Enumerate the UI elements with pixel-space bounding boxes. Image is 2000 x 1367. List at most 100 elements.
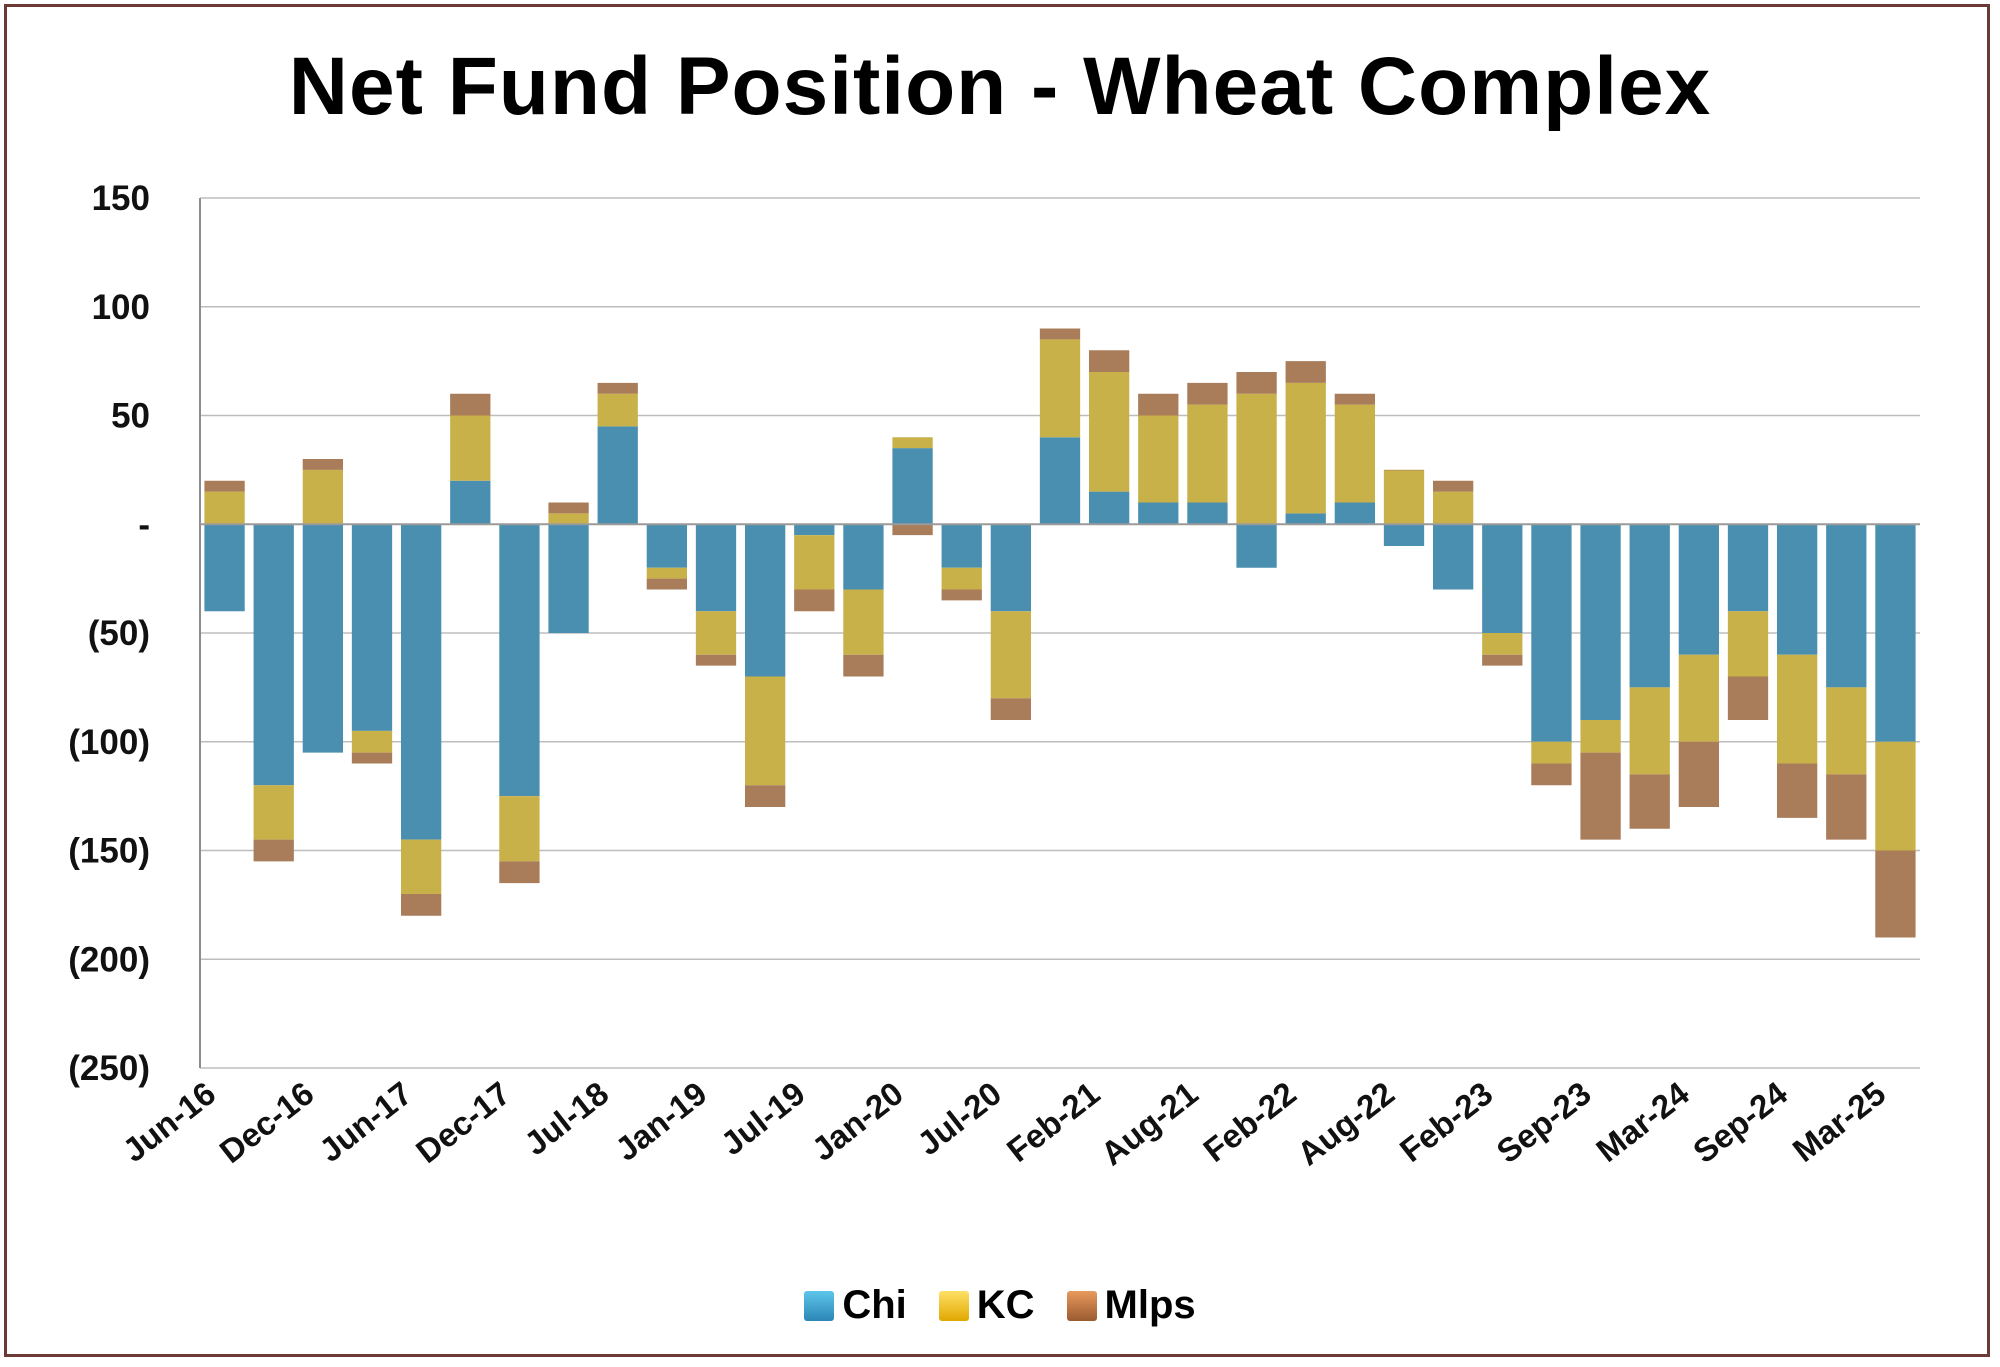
bar-mlps-2 [302,459,344,470]
bar-kc-23 [1334,404,1376,503]
legend-swatch-mlps [1066,1290,1097,1321]
bar-kc-3 [351,730,393,753]
bar-kc-24 [1383,469,1425,525]
legend-swatch-chi [804,1290,835,1321]
bar-chi-20 [1187,502,1228,525]
bar-mlps-27 [1531,763,1572,786]
legend-swatch-kc [938,1290,969,1321]
bar-chi-21 [1236,524,1277,568]
y-tick-label: (200) [68,940,150,979]
bar-kc-12 [794,535,835,590]
bar-kc-13 [843,589,884,655]
bar-chi-29 [1629,524,1670,688]
y-tick-label: 150 [92,179,150,218]
bar-mlps-1 [253,839,294,862]
bar-chi-19 [1138,502,1179,525]
bar-chi-18 [1088,491,1130,525]
bar-mlps-8 [597,382,638,394]
x-tick-label: Jan-20 [805,1074,910,1168]
bar-mlps-17 [1039,328,1081,340]
bar-kc-15 [941,567,982,590]
bar-kc-27 [1531,741,1572,764]
bar-chi-3 [351,524,393,731]
bar-chi-26 [1482,524,1523,633]
bar-chi-30 [1678,524,1720,655]
bar-mlps-21 [1236,372,1277,394]
bar-chi-8 [597,426,638,525]
bar-kc-29 [1629,687,1670,775]
bar-mlps-19 [1138,393,1179,416]
x-tick-label: Feb-22 [1196,1074,1303,1169]
bar-mlps-23 [1334,393,1376,405]
bar-kc-11 [744,676,786,786]
bar-chi-28 [1580,524,1621,720]
bar-chi-23 [1334,502,1376,525]
x-tick-label: Dec-17 [409,1074,517,1170]
legend-item-kc: KC [938,1283,1035,1328]
bar-chi-13 [843,524,884,590]
bar-chi-31 [1727,524,1769,612]
bar-mlps-4 [400,894,442,916]
bar-kc-28 [1580,720,1621,753]
x-tick-label: Jul-20 [910,1074,1008,1162]
bar-mlps-14 [892,524,933,536]
y-axis-tick-labels: 150 100 50 - (50) (100) (150) (200) (250) [68,179,150,1088]
bar-kc-10 [695,611,737,655]
bar-kc-6 [499,796,540,862]
legend-item-mlps: Mlps [1066,1283,1196,1328]
bar-mlps-13 [843,654,884,677]
bar-kc-17 [1039,339,1081,438]
bar-chi-2 [302,524,344,753]
x-tick-label: Feb-23 [1393,1074,1500,1169]
axes [199,198,1920,1068]
bar-chi-22 [1285,513,1326,525]
x-tick-label: Dec-16 [212,1074,320,1170]
bar-kc-30 [1678,654,1720,742]
x-tick-label: Jul-18 [517,1074,615,1162]
bar-chi-5 [450,480,491,525]
bar-mlps-10 [695,654,737,666]
bar-chi-9 [646,524,688,568]
bar-kc-19 [1138,415,1179,503]
bar-kc-9 [646,567,688,579]
chart-title: Net Fund Position - Wheat Complex [288,41,1712,132]
legend-label-mlps: Mlps [1104,1283,1196,1327]
bar-kc-32 [1776,654,1818,764]
y-tick-label: 50 [111,397,150,436]
bar-mlps-33 [1826,774,1867,840]
bar-mlps-5 [450,393,491,416]
bar-chi-4 [400,524,442,840]
bar-mlps-0 [204,480,245,492]
x-tick-label: Aug-22 [1290,1074,1401,1172]
y-tick-label: 100 [92,288,150,327]
bar-kc-16 [990,611,1032,699]
bar-mlps-26 [1482,654,1523,666]
bar-kc-34 [1875,741,1916,851]
bar-mlps-30 [1678,741,1720,807]
bar-mlps-6 [499,861,540,884]
y-tick-label: (250) [68,1049,150,1088]
bar-kc-22 [1285,382,1326,514]
bar-mlps-32 [1776,763,1818,818]
bar-chi-32 [1776,524,1818,655]
bar-mlps-22 [1285,361,1326,383]
x-tick-label: Mar-24 [1589,1074,1696,1169]
bar-mlps-11 [744,785,786,807]
bar-kc-31 [1727,611,1769,677]
y-tick-label: - [138,505,150,544]
bar-chi-33 [1826,524,1867,688]
bar-kc-1 [253,785,294,840]
bar-mlps-34 [1875,850,1916,938]
bar-chi-6 [499,524,540,797]
legend: Chi KC Mlps [0,1283,2000,1328]
bar-kc-7 [548,513,589,525]
y-tick-label: (50) [88,614,150,653]
bar-mlps-18 [1088,350,1130,372]
bar-kc-25 [1432,491,1474,525]
x-tick-label: Feb-21 [1000,1074,1107,1169]
bar-kc-21 [1236,393,1277,525]
y-tick-label: (150) [68,832,150,871]
bar-kc-5 [450,415,491,481]
x-tick-label: Jul-19 [714,1074,812,1162]
